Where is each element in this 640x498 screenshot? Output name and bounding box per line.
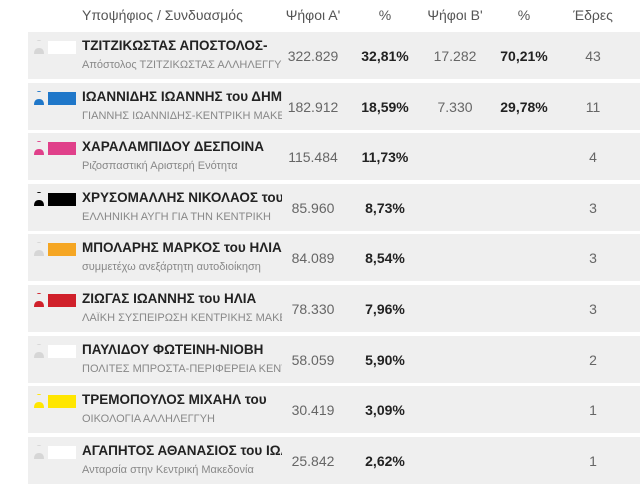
party-name: ΠΟΛΙΤΕΣ ΜΠΡΟΣΤΑ-ΠΕΡΙΦΕΡΕΙΑ ΚΕΝΤΡΙΚΗΣ xyxy=(82,362,282,375)
votes-a: 115.484 xyxy=(288,149,338,166)
party-name: συμμετέχω ανεξάρτητη αυτοδιοίκηση xyxy=(82,261,261,274)
party-icon xyxy=(34,40,76,54)
person-icon xyxy=(34,293,44,307)
pct-a: 11,73% xyxy=(361,149,409,166)
seats: 3 xyxy=(589,250,597,267)
column-header: Ψήφοι Β' xyxy=(427,7,483,23)
result-row: ΜΠΟΛΑΡΗΣ ΜΑΡΚΟΣ του ΗΛΙΑ συμμετέχω ανεξάρ… xyxy=(28,234,640,282)
party-name: Ανταρσία στην Κεντρική Μακεδονία xyxy=(82,463,254,476)
pct-a: 32,81% xyxy=(361,48,409,64)
party-icon xyxy=(34,191,76,206)
result-row: ΧΑΡΑΛΑΜΠΙΔΟΥ ΔΕΣΠΟΙΝΑ Ριζοσπαστική Αριστε… xyxy=(28,133,640,181)
votes-a: 78.330 xyxy=(291,301,335,317)
pct-a: 8,54% xyxy=(365,250,405,267)
votes-b: 17.282 xyxy=(433,48,477,64)
votes-a: 25.842 xyxy=(291,452,335,469)
result-row: ΙΩΑΝΝΙΔΗΣ ΙΩΑΝΝΗΣ του ΔΗΜΗΤΡΙΟΥ ΓΙΑΝΝΗΣ Ι… xyxy=(28,82,640,130)
party-icon xyxy=(34,141,76,156)
column-header: Έδρες xyxy=(573,7,613,23)
seats: 3 xyxy=(589,301,597,317)
party-color xyxy=(48,445,76,459)
candidate-name: ΑΓΑΠΗΤΟΣ ΑΘΑΝΑΣΙΟΣ του ΙΩΑΝΝΗ xyxy=(82,442,282,458)
party-name: ΟΙΚΟΛΟΓΙΑ ΑΛΛΗΛΕΓΓΥΗ xyxy=(82,413,215,426)
votes-a: 322.829 xyxy=(287,48,339,64)
pct-a: 3,09% xyxy=(365,402,405,419)
pct-a: 8,73% xyxy=(365,199,405,216)
result-row: ΖΙΩΓΑΣ ΙΩΑΝΝΗΣ του ΗΛΙΑ ΛΑΪΚΗ ΣΥΣΠΕΙΡΩΣΗ … xyxy=(28,285,640,332)
votes-a: 182.912 xyxy=(287,98,339,115)
party-name: Ριζοσπαστική Αριστερή Ενότητα xyxy=(82,160,238,173)
seats: 43 xyxy=(585,48,601,64)
votes-a: 85.960 xyxy=(291,199,335,216)
pct-b: 29,78% xyxy=(500,98,548,115)
party-icon xyxy=(34,343,76,358)
party-color xyxy=(48,192,76,206)
person-icon xyxy=(34,191,44,206)
result-row: ΤΡΕΜΟΠΟΥΛΟΣ ΜΙΧΑΗΛ του ΟΙΚΟΛΟΓΙΑ ΑΛΛΗΛΕΓΓ… xyxy=(28,386,640,434)
pct-a: 18,59% xyxy=(361,98,409,115)
votes-a: 84.089 xyxy=(291,250,335,267)
party-name: ΓΙΑΝΝΗΣ ΙΩΑΝΝΙΔΗΣ-ΚΕΝΤΡΙΚΗ ΜΑΚΕΔΟΝΙΑ xyxy=(82,109,282,122)
party-icon xyxy=(34,444,76,459)
party-color xyxy=(48,142,76,156)
party-name: ΕΛΛΗΝΙΚΗ ΑΥΓΗ ΓΙΑ ΤΗΝ ΚΕΝΤΡΙΚΗ xyxy=(82,210,271,223)
result-row: ΧΡΥΣΟΜΑΛΛΗΣ ΝΙΚΟΛΑΟΣ του ΕΛΛΗΝΙΚΗ ΑΥΓΗ ΓΙ… xyxy=(28,183,640,231)
candidate-name: ΧΑΡΑΛΑΜΠΙΔΟΥ ΔΕΣΠΟΙΝΑ xyxy=(82,139,265,155)
result-row: ΠΑΥΛΙΔΟΥ ΦΩΤΕΙΝΗ-ΝΙΟΒΗ ΠΟΛΙΤΕΣ ΜΠΡΟΣΤΑ-ΠΕ… xyxy=(28,335,640,383)
seats: 1 xyxy=(589,402,597,419)
result-row: ΤΖΙΤΖΙΚΩΣΤΑΣ ΑΠΟΣΤΟΛΟΣ- Απόστολος ΤΖΙΤΖΙΚ… xyxy=(28,32,640,79)
party-name: Απόστολος ΤΖΙΤΖΙΚΩΣΤΑΣ ΑΛΛΗΛΕΓΓΥΗ xyxy=(82,59,282,71)
party-color xyxy=(48,41,76,54)
candidate-name: ΧΡΥΣΟΜΑΛΛΗΣ ΝΙΚΟΛΑΟΣ του xyxy=(82,189,282,205)
candidate-name: ΤΖΙΤΖΙΚΩΣΤΑΣ ΑΠΟΣΤΟΛΟΣ- xyxy=(82,38,268,53)
candidate-name: ΖΙΩΓΑΣ ΙΩΑΝΝΗΣ του ΗΛΙΑ xyxy=(82,291,257,306)
votes-b: 7.330 xyxy=(437,98,473,115)
party-icon xyxy=(34,242,76,257)
party-color xyxy=(48,243,76,257)
votes-a: 58.059 xyxy=(291,351,335,368)
person-icon xyxy=(34,444,44,459)
column-header: % xyxy=(517,7,531,23)
seats: 1 xyxy=(589,452,597,469)
seats: 2 xyxy=(589,351,597,368)
person-icon xyxy=(34,40,44,54)
party-color xyxy=(48,344,76,358)
pct-a: 2,62% xyxy=(365,452,405,469)
person-icon xyxy=(34,141,44,156)
pct-a: 7,96% xyxy=(365,301,405,317)
pct-a: 5,90% xyxy=(365,351,405,368)
person-icon xyxy=(34,394,44,409)
person-icon xyxy=(34,343,44,358)
seats: 3 xyxy=(589,199,597,216)
party-name: ΛΑΪΚΗ ΣΥΣΠΕΙΡΩΣΗ ΚΕΝΤΡΙΚΗΣ ΜΑΚΕΔΟΝΙΑΣ xyxy=(82,312,282,324)
candidate-name: ΠΑΥΛΙΔΟΥ ΦΩΤΕΙΝΗ-ΝΙΟΒΗ xyxy=(82,341,264,357)
seats: 11 xyxy=(585,98,601,115)
party-color xyxy=(48,91,76,105)
column-header: Ψήφοι Α' xyxy=(285,7,341,23)
candidate-name: ΜΠΟΛΑΡΗΣ ΜΑΡΚΟΣ του ΗΛΙΑ xyxy=(82,240,282,256)
seats: 4 xyxy=(589,149,597,166)
person-icon xyxy=(34,242,44,257)
result-row: ΑΓΑΠΗΤΟΣ ΑΘΑΝΑΣΙΟΣ του ΙΩΑΝΝΗ Ανταρσία στ… xyxy=(28,436,640,484)
party-color xyxy=(48,294,76,307)
party-icon xyxy=(34,394,76,409)
column-header: Υποψήφιος / Συνδυασμός xyxy=(82,7,243,23)
votes-a: 30.419 xyxy=(291,402,335,419)
candidate-name: ΙΩΑΝΝΙΔΗΣ ΙΩΑΝΝΗΣ του ΔΗΜΗΤΡΙΟΥ xyxy=(82,88,282,104)
column-header: % xyxy=(378,7,392,23)
party-icon xyxy=(34,293,76,307)
party-color xyxy=(48,395,76,409)
party-icon xyxy=(34,90,76,105)
pct-b: 70,21% xyxy=(500,48,548,64)
candidate-name: ΤΡΕΜΟΠΟΥΛΟΣ ΜΙΧΑΗΛ του xyxy=(82,392,267,408)
person-icon xyxy=(34,90,44,105)
